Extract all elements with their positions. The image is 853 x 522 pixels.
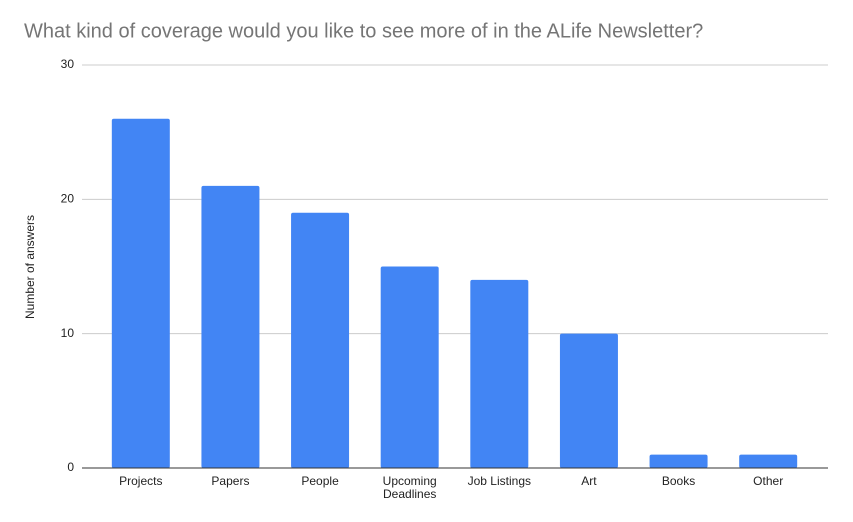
bar bbox=[470, 279, 529, 468]
x-tick-label: Other bbox=[753, 474, 784, 488]
x-tick-label: Projects bbox=[119, 474, 163, 488]
x-tick-label: Papers bbox=[211, 474, 250, 488]
x-tick-label: Upcoming Deadlines bbox=[382, 474, 437, 501]
x-tick-label: Books bbox=[661, 474, 696, 488]
bar bbox=[380, 266, 439, 468]
bar bbox=[649, 454, 708, 468]
bar bbox=[291, 212, 350, 468]
x-tick-label: People bbox=[301, 474, 339, 488]
bar bbox=[559, 333, 618, 468]
bar bbox=[739, 454, 798, 468]
y-tick-label: 0 bbox=[67, 460, 74, 474]
y-tick-label: 10 bbox=[61, 326, 75, 340]
chart-title: What kind of coverage would you like to … bbox=[24, 20, 703, 42]
y-tick-label: 30 bbox=[61, 57, 75, 71]
x-tick-label: Job Listings bbox=[467, 474, 531, 488]
bar bbox=[201, 185, 260, 468]
y-axis-title: Number of answers bbox=[23, 215, 37, 319]
y-tick-label: 20 bbox=[61, 192, 75, 206]
x-tick-label: Art bbox=[581, 474, 597, 488]
bar bbox=[111, 118, 170, 468]
